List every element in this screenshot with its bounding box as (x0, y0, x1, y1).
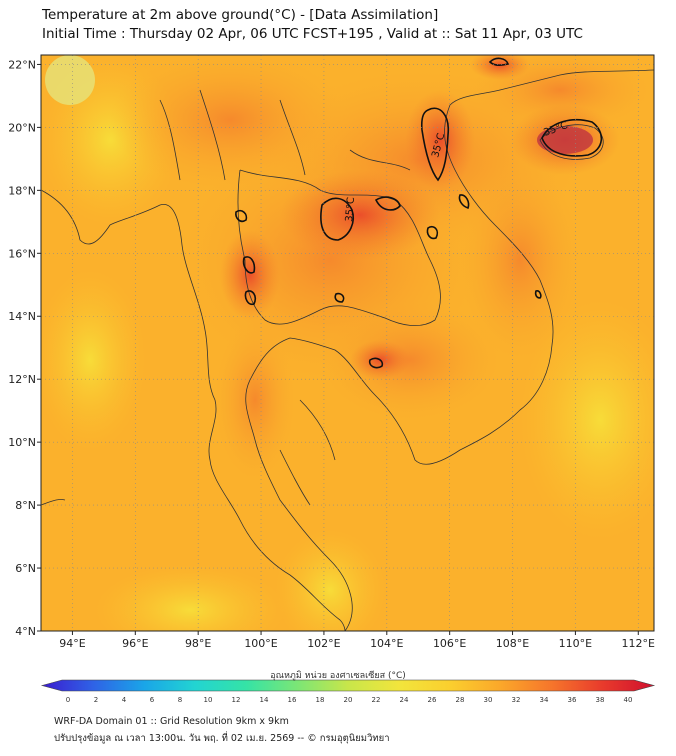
colorbar-title: อุณหภูมิ หน่วย องศาเซลเซียส (°C) (270, 671, 406, 681)
lon-tick-label: 106°E (433, 637, 466, 650)
lat-tick-label: 8°N (15, 499, 36, 512)
coastline-borders (41, 69, 654, 631)
lat-tick-label: 22°N (8, 58, 36, 71)
colorbar-tick-label: 34 (540, 696, 549, 704)
colorbar-tick-label: 38 (596, 696, 605, 704)
colorbar-tick-label: 14 (260, 696, 269, 704)
lat-tick-label: 4°N (15, 625, 36, 638)
colorbar-tick-label: 4 (122, 696, 127, 704)
colorbar-tick-label: 30 (484, 696, 493, 704)
lat-tick-label: 10°N (8, 436, 36, 449)
lon-tick-label: 100°E (244, 637, 277, 650)
lon-tick-label: 108°E (496, 637, 529, 650)
lon-tick-label: 110°E (559, 637, 592, 650)
map-title: Temperature at 2m above ground(°C) - [Da… (42, 7, 439, 23)
footer-update-info: ปรับปรุงข้อมูล ณ เวลา 13:00น. วัน พฤ. ที… (54, 733, 390, 744)
lat-tick-label: 6°N (15, 562, 36, 575)
lon-tick-label: 96°E (122, 637, 148, 650)
lat-tick-label: 18°N (8, 184, 36, 197)
lon-tick-label: 104°E (370, 637, 403, 650)
colorbar-tick-label: 22 (372, 696, 381, 704)
axis-labels: 94°E 96°E 98°E 100°E 102°E 104°E 106°E 108°E 110… (8, 58, 655, 650)
colorbar-tick-label: 16 (288, 696, 297, 704)
lat-tick-label: 12°N (8, 373, 36, 386)
temperature-field (41, 55, 654, 631)
lon-tick-label: 98°E (185, 637, 211, 650)
colorbar-tick-label: 12 (232, 696, 241, 704)
colorbar-tick-label: 20 (344, 696, 353, 704)
colorbar-tick-label: 6 (150, 696, 155, 704)
graticule (41, 55, 654, 632)
colorbar-tick-label: 0 (66, 696, 70, 704)
lon-tick-label: 102°E (307, 637, 340, 650)
colorbar-tick-label: 18 (316, 696, 325, 704)
contour-label: 35°C (344, 197, 357, 223)
lat-tick-label: 14°N (8, 310, 36, 323)
footer-model-info: WRF-DA Domain 01 :: Grid Resolution 9km … (54, 716, 289, 727)
colorbar-tick-label: 8 (178, 696, 182, 704)
lon-tick-label: 94°E (59, 637, 85, 650)
colorbar-tick-label: 10 (204, 696, 213, 704)
colorbar-tick-label: 40 (624, 696, 633, 704)
lat-tick-label: 16°N (8, 247, 36, 260)
colorbar-bar (40, 679, 656, 692)
lat-tick-label: 20°N (8, 121, 36, 134)
map-frame (40, 54, 655, 632)
colorbar-tick-label: 24 (400, 696, 409, 704)
colorbar-tick-label: 32 (512, 696, 521, 704)
lon-tick-label: 112°E (622, 637, 655, 650)
colorbar: 0 2 4 6 8 10 12 14 16 18 20 22 24 26 28 30 32 34 36 38 40 (40, 679, 656, 704)
colorbar-tick-label: 36 (568, 696, 577, 704)
colorbar-tick-label: 2 (94, 696, 98, 704)
map-subtitle: Initial Time : Thursday 02 Apr, 06 UTC F… (42, 26, 583, 42)
colorbar-tick-label: 28 (456, 696, 465, 704)
colorbar-tick-label: 26 (428, 696, 437, 704)
